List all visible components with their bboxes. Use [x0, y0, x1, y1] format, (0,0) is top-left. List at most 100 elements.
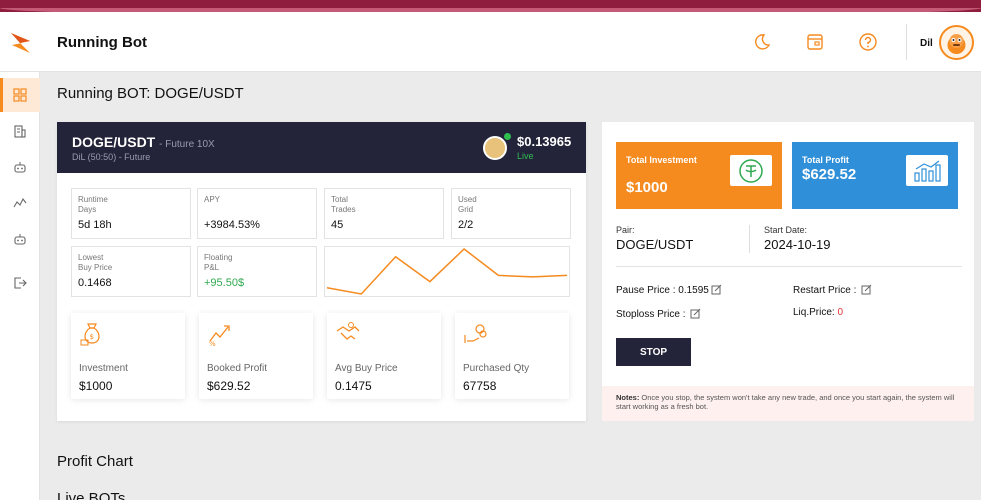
- coins-hand-icon: [464, 324, 487, 343]
- avatar[interactable]: [939, 25, 974, 60]
- app-title: Running Bot: [57, 34, 147, 51]
- edit-icon[interactable]: [690, 308, 701, 319]
- sidebar-item-bots[interactable]: [0, 150, 40, 184]
- start-date-value: 2024-10-19: [764, 237, 831, 252]
- moon-icon[interactable]: [752, 32, 772, 52]
- stat-apy: APY +3984.53%: [197, 188, 317, 239]
- total-profit-tile: Total Profit $629.52: [792, 142, 958, 209]
- liq-price-value: 0: [837, 307, 844, 318]
- card-label: Avg Buy Price: [335, 363, 398, 374]
- stat-value: 45: [331, 219, 344, 231]
- sidebar: [0, 72, 40, 500]
- stat-label: APY: [204, 195, 221, 204]
- restart-price-label: Restart Price :: [793, 285, 860, 296]
- card-label: Purchased Qty: [463, 363, 530, 374]
- edit-icon[interactable]: [711, 284, 722, 295]
- liq-price: Liq.Price: 0: [793, 307, 843, 318]
- total-investment-tile: Total Investment $1000: [616, 142, 782, 209]
- logo-icon[interactable]: [8, 31, 34, 55]
- bar-chart-icon: [906, 155, 948, 186]
- stat-total-trades: Total Trades 45: [324, 188, 444, 239]
- card-label: Booked Profit: [207, 363, 268, 374]
- investment-card: Total Investment $1000 Total Profit $629…: [602, 122, 974, 421]
- logout-icon: [14, 277, 27, 289]
- avatar-icon: [947, 34, 966, 54]
- card-value: $1000: [79, 379, 113, 393]
- pause-price: Pause Price : 0.1595: [616, 284, 722, 296]
- notes-text: Once you stop, the system won't take any…: [616, 393, 955, 411]
- stat-label: Total Trades: [331, 195, 356, 214]
- stat-label: Runtime Days: [78, 195, 108, 214]
- card-booked-profit: % Booked Profit $629.52: [199, 313, 313, 399]
- bot-mode: DiL (50:50) - Future: [72, 152, 151, 162]
- tile-label: Total Profit: [802, 155, 849, 165]
- stop-button[interactable]: STOP: [616, 338, 691, 366]
- sidebar-item-reports[interactable]: [0, 114, 40, 148]
- stat-used-grid: Used Grid 2/2: [451, 188, 571, 239]
- bot-card-header: DOGE/USDT - Future 10X DiL (50:50) - Fut…: [57, 122, 586, 173]
- restart-price: Restart Price :: [793, 284, 872, 296]
- stat-label: Used Grid: [458, 195, 477, 214]
- stat-label: Lowest Buy Price: [78, 253, 113, 272]
- notes-label: Notes:: [616, 393, 640, 402]
- user-name[interactable]: Dil: [920, 38, 933, 49]
- wallet-icon[interactable]: [805, 32, 825, 52]
- card-value: $629.52: [207, 379, 251, 393]
- sidebar-item-strategy[interactable]: [0, 186, 40, 220]
- current-price: $0.13965: [517, 134, 572, 149]
- grid-icon: [13, 88, 27, 102]
- live-status: Live: [517, 151, 534, 161]
- card-label: Investment: [79, 363, 128, 374]
- help-icon[interactable]: [858, 32, 878, 52]
- growth-icon: %: [209, 325, 230, 347]
- header: Running Bot Dil: [0, 12, 981, 72]
- info-divider: [749, 225, 750, 253]
- live-bots-title: Live BOTs: [57, 490, 126, 500]
- card-value: 67758: [463, 379, 497, 393]
- leverage-label: - Future 10X: [159, 139, 215, 150]
- tile-value: $629.52: [802, 166, 857, 183]
- tether-icon: [730, 155, 772, 186]
- stat-label: Floating P&L: [204, 253, 233, 272]
- stoploss-price-label: Stoploss Price :: [616, 309, 689, 320]
- mini-chart: [324, 246, 570, 297]
- robot-icon: [14, 162, 26, 173]
- card-avg-buy-price: Avg Buy Price 0.1475: [327, 313, 441, 399]
- pair-symbol: DOGE/USDT: [72, 134, 156, 150]
- stat-value: 5d 18h: [78, 219, 112, 231]
- sidebar-item-dashboard[interactable]: [0, 78, 40, 112]
- pair-value: DOGE/USDT: [616, 237, 694, 252]
- live-status-dot: [503, 132, 512, 141]
- tile-label: Total Investment: [626, 155, 697, 165]
- sparkline: [326, 248, 568, 295]
- pair-label: Pair:: [616, 225, 635, 235]
- money-bag-icon: $: [80, 323, 100, 346]
- pause-price-label: Pause Price :: [616, 285, 679, 296]
- doge-coin-icon: [483, 136, 507, 160]
- sidebar-item-logout[interactable]: [0, 266, 40, 300]
- card-investment: $ Investment $1000: [71, 313, 185, 399]
- pause-price-value: 0.1595: [678, 285, 709, 296]
- robot-icon: [14, 234, 26, 245]
- stat-value: 2/2: [458, 219, 474, 231]
- notes: Notes: Once you stop, the system won't t…: [602, 386, 974, 421]
- sidebar-item-running-bots[interactable]: [0, 222, 40, 256]
- pair-name: DOGE/USDT - Future 10X: [72, 134, 215, 150]
- header-divider: [906, 24, 907, 60]
- stat-value: +3984.53%: [204, 219, 260, 231]
- svg-text:$: $: [90, 333, 94, 341]
- start-date-label: Start Date:: [764, 225, 808, 235]
- card-value: 0.1475: [335, 379, 372, 393]
- bot-card: DOGE/USDT - Future 10X DiL (50:50) - Fut…: [57, 122, 586, 421]
- card-purchased-qty: Purchased Qty 67758: [455, 313, 569, 399]
- page-title: Running BOT: DOGE/USDT: [57, 85, 244, 102]
- stat-value: 0.1468: [78, 277, 112, 289]
- building-icon: [14, 125, 26, 138]
- stat-lowest-buy-price: Lowest Buy Price 0.1468: [71, 246, 191, 297]
- liq-price-label: Liq.Price:: [793, 307, 838, 318]
- edit-icon[interactable]: [861, 284, 872, 295]
- top-banner: [0, 0, 981, 16]
- stat-value: +95.50$: [204, 277, 245, 289]
- stat-floating-pnl: Floating P&L +95.50$: [197, 246, 317, 297]
- stat-runtime: Runtime Days 5d 18h: [71, 188, 191, 239]
